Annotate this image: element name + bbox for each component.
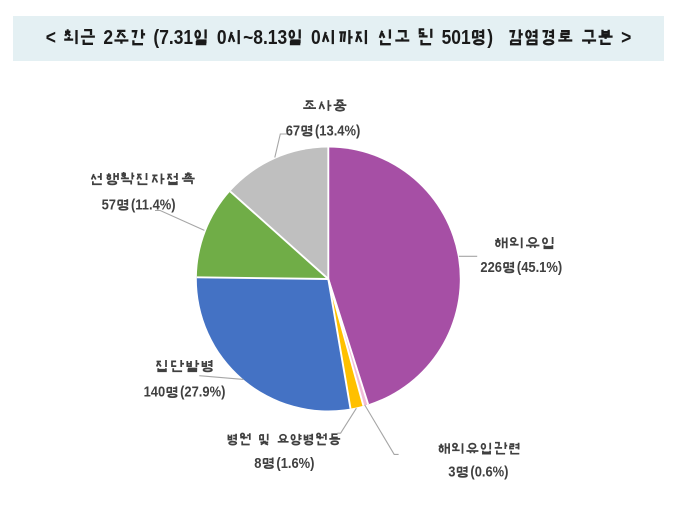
- svg-text:<: <: [46, 26, 56, 49]
- svg-text:(27.9%): (27.9%): [180, 385, 225, 401]
- svg-text:226: 226: [480, 260, 502, 276]
- svg-text:(0.6%): (0.6%): [470, 465, 508, 481]
- svg-text:3: 3: [448, 465, 455, 481]
- svg-text:57: 57: [102, 197, 116, 213]
- svg-text:(45.1%): (45.1%): [517, 260, 562, 276]
- svg-text:8: 8: [254, 456, 261, 472]
- svg-text:(1.6%): (1.6%): [276, 456, 314, 472]
- svg-text:>: >: [621, 26, 631, 49]
- svg-text:501: 501: [442, 26, 471, 49]
- svg-text:0: 0: [217, 26, 227, 49]
- svg-text:140: 140: [144, 385, 166, 401]
- svg-text:67: 67: [286, 123, 300, 139]
- svg-text:~8.13: ~8.13: [243, 26, 287, 49]
- svg-text:(7.31: (7.31: [153, 26, 193, 49]
- svg-text:(13.4%): (13.4%): [315, 123, 360, 139]
- svg-text:2: 2: [103, 26, 113, 49]
- svg-text:): ): [487, 26, 493, 49]
- svg-text:0: 0: [311, 26, 321, 49]
- svg-text:(11.4%): (11.4%): [131, 197, 176, 213]
